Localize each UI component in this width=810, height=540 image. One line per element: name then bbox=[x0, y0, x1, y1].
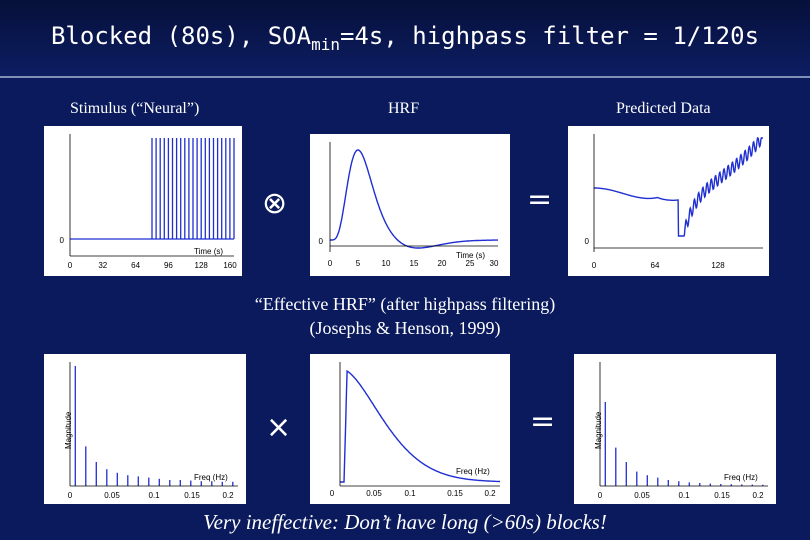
x-tick-label: 0 bbox=[68, 261, 73, 270]
predicted-label: Predicted Data bbox=[616, 100, 711, 117]
x-axis-label: Freq (Hz) bbox=[456, 467, 490, 476]
convolve-operator: ⊗ bbox=[262, 186, 288, 221]
x-tick-label: 0 bbox=[598, 491, 603, 500]
x-tick-label: 0.1 bbox=[678, 491, 690, 500]
predicted-chart: 0 0 64 128 bbox=[568, 126, 769, 276]
x-tick-label: 0.1 bbox=[148, 491, 160, 500]
x-tick-label: 0.2 bbox=[752, 491, 764, 500]
x-axis-label: Freq (Hz) bbox=[194, 473, 228, 482]
stimulus-svg: 0 0 32 64 96 128 160 Time (s) bbox=[60, 134, 237, 270]
stimulus-chart: 0 0 32 64 96 128 160 Time (s) bbox=[44, 126, 242, 276]
y-tick-label: 0 bbox=[60, 236, 65, 245]
multiply-operator: × bbox=[266, 410, 292, 445]
x-tick-label: 10 bbox=[382, 259, 391, 268]
effective-hrf-citation: (Josephs & Henson, 1999) bbox=[309, 318, 501, 338]
footer-note: Very ineffective: Don’t have long (>60s)… bbox=[203, 510, 607, 534]
x-axis-label: Time (s) bbox=[456, 251, 485, 260]
hrf-label: HRF bbox=[388, 100, 420, 117]
stimulus-spectrum-svg: Magnitude 0 0.05 0.1 0.15 0.2 Freq (Hz) bbox=[64, 362, 238, 500]
predicted-curve bbox=[594, 137, 763, 237]
x-tick-label: 0.2 bbox=[222, 491, 234, 500]
x-tick-label: 32 bbox=[98, 261, 107, 270]
y-tick-label: 0 bbox=[319, 237, 324, 246]
predicted-spectrum-chart: Magnitude 0 0.05 0.1 0.15 0.2 Freq (Hz) bbox=[574, 354, 776, 504]
x-tick-label: 0.2 bbox=[484, 489, 496, 498]
hrf-curve bbox=[330, 149, 498, 249]
title-bar: Blocked (80s), SOAmin=4s, highpass filte… bbox=[0, 0, 810, 78]
y-tick-label: 0 bbox=[585, 237, 590, 246]
x-axis-label: Time (s) bbox=[194, 247, 223, 256]
x-tick-label: 128 bbox=[195, 261, 209, 270]
stimulus-label: Stimulus (“Neural”) bbox=[70, 100, 200, 117]
x-tick-label: 0.15 bbox=[714, 491, 730, 500]
x-tick-label: 25 bbox=[466, 259, 475, 268]
hrf-svg: 0 0 5 10 15 20 25 30 Time (s) bbox=[319, 142, 499, 268]
x-tick-label: 0.1 bbox=[404, 489, 416, 498]
x-tick-label: 96 bbox=[164, 261, 173, 270]
x-tick-label: 128 bbox=[711, 261, 725, 270]
y-axis-label: Magnitude bbox=[64, 411, 73, 449]
x-tick-label: 160 bbox=[223, 261, 237, 270]
x-tick-label: 0 bbox=[330, 489, 335, 498]
equals-operator-2: = bbox=[530, 404, 556, 439]
x-tick-label: 30 bbox=[490, 259, 499, 268]
x-tick-label: 0.15 bbox=[447, 489, 463, 498]
effective-hrf-title: “Effective HRF” (after highpass filterin… bbox=[254, 294, 556, 314]
hrf-chart: 0 0 5 10 15 20 25 30 Time (s) bbox=[310, 134, 510, 276]
title-subscript: min bbox=[311, 35, 340, 54]
slide-title: Blocked (80s), SOAmin=4s, highpass filte… bbox=[0, 22, 810, 54]
effective-hrf-spectrum-chart: 0 0.05 0.1 0.15 0.2 Freq (Hz) bbox=[310, 354, 510, 504]
x-tick-label: 0 bbox=[68, 491, 73, 500]
x-tick-label: 0.15 bbox=[184, 491, 200, 500]
x-tick-label: 20 bbox=[438, 259, 447, 268]
x-tick-label: 5 bbox=[356, 259, 361, 268]
x-tick-label: 0.05 bbox=[634, 491, 650, 500]
predicted-spectrum-svg: Magnitude 0 0.05 0.1 0.15 0.2 Freq (Hz) bbox=[594, 362, 768, 500]
x-tick-label: 64 bbox=[651, 261, 660, 270]
equals-operator: = bbox=[527, 182, 553, 217]
title-rest: =4s, highpass filter = 1/120s bbox=[339, 22, 760, 50]
effective-hrf-spectrum-svg: 0 0.05 0.1 0.15 0.2 Freq (Hz) bbox=[330, 362, 500, 498]
x-tick-label: 15 bbox=[410, 259, 419, 268]
effective-hrf-spectrum-curve bbox=[340, 369, 500, 483]
x-tick-label: 0.05 bbox=[104, 491, 120, 500]
x-axis-label: Freq (Hz) bbox=[724, 473, 758, 482]
y-axis-label: Magnitude bbox=[594, 411, 603, 449]
title-main: Blocked (80s), SOA bbox=[50, 22, 312, 50]
x-tick-label: 0 bbox=[328, 259, 333, 268]
x-tick-label: 64 bbox=[131, 261, 140, 270]
stimulus-spectrum-chart: Magnitude 0 0.05 0.1 0.15 0.2 Freq (Hz) bbox=[44, 354, 246, 504]
x-tick-label: 0 bbox=[592, 261, 597, 270]
x-tick-label: 0.05 bbox=[366, 489, 382, 498]
predicted-svg: 0 0 64 128 bbox=[585, 134, 763, 270]
